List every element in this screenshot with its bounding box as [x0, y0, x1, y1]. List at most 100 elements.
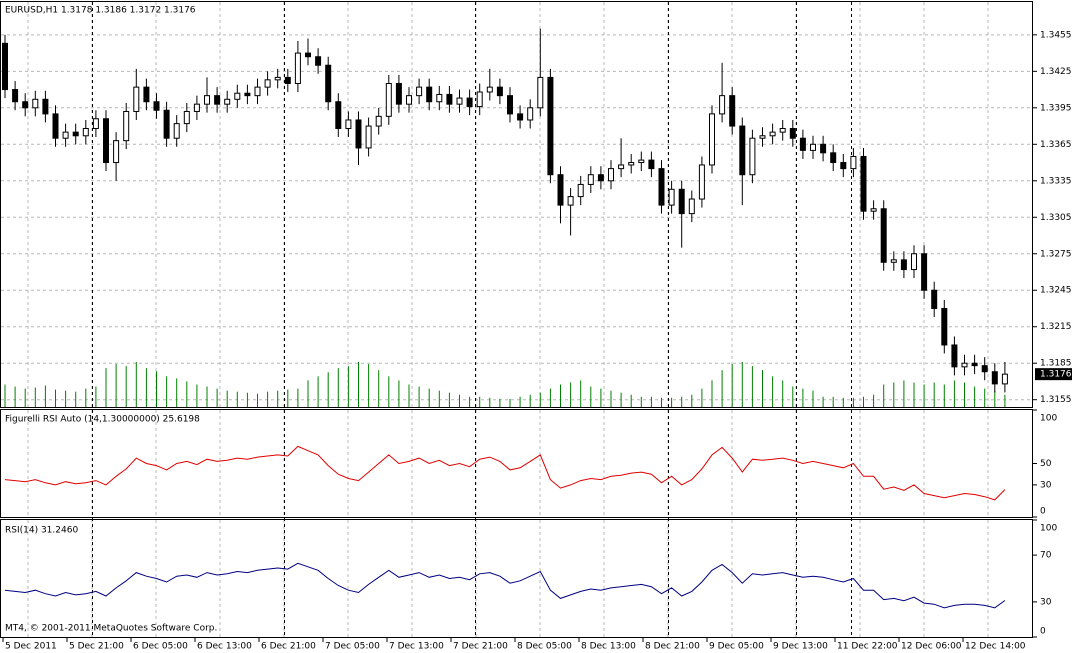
candle-body — [446, 93, 453, 105]
rsi-panel-frame — [0, 519, 1033, 638]
time-label: 9 Dec 13:00 — [773, 642, 828, 652]
candle-body — [507, 95, 513, 115]
current-price-label: 1.3176 — [1040, 370, 1072, 380]
y-tick-label: 1.3215 — [1040, 322, 1072, 332]
candle-body — [517, 113, 524, 121]
candle-body — [779, 127, 786, 133]
candle-body — [820, 143, 827, 154]
candle-body — [971, 362, 978, 367]
candle-body — [496, 86, 503, 97]
candle-body — [42, 98, 49, 115]
candle-body — [486, 86, 493, 93]
candle-body — [688, 198, 695, 215]
candle-body — [82, 127, 89, 137]
time-label: 12 Dec 06:00 — [901, 642, 962, 652]
candle-body — [981, 365, 988, 373]
time-label: 11 Dec 22:00 — [837, 642, 898, 652]
candle-body — [305, 52, 311, 58]
time-label: 9 Dec 05:00 — [709, 642, 764, 652]
indicator-line — [4, 445, 1006, 501]
candle-body — [567, 196, 574, 206]
candle-body — [900, 259, 907, 271]
time-label: 8 Dec 21:00 — [645, 642, 700, 652]
candle-body — [355, 119, 362, 149]
candle-body — [799, 137, 806, 151]
candle-body — [183, 110, 190, 125]
candle-body — [2, 42, 8, 91]
candle-body — [274, 76, 281, 81]
candle-body — [961, 362, 968, 368]
candle-body — [113, 140, 120, 164]
candle-body — [406, 95, 412, 105]
time-label: 6 Dec 05:00 — [133, 642, 188, 652]
y-tick-label: 1.3305 — [1040, 213, 1072, 223]
candle-body — [537, 76, 544, 109]
candle-body — [638, 159, 645, 164]
candle-body — [608, 168, 614, 182]
candle-body — [830, 152, 837, 164]
y-tick-label: 1.3335 — [1040, 176, 1072, 186]
y-tick-label: 1.3155 — [1040, 395, 1072, 405]
candle-body — [234, 92, 241, 100]
candle-body — [12, 89, 19, 103]
main-panel-frame — [0, 1, 1033, 408]
candle-body — [52, 113, 59, 139]
candle-body — [951, 344, 958, 368]
candle-body — [931, 289, 938, 309]
candle-body — [628, 162, 635, 166]
y-tick-label: 0 — [1040, 507, 1046, 517]
y-tick-label: 1.3275 — [1040, 249, 1072, 259]
candle-body — [214, 95, 221, 105]
y-tick-label: 70 — [1040, 551, 1052, 561]
candle-body — [941, 307, 948, 346]
y-tick-label: 100 — [1040, 524, 1057, 534]
y-tick-label: 50 — [1040, 459, 1052, 469]
candle-body — [325, 64, 332, 103]
candle-body — [22, 101, 29, 109]
y-tick-label: 100 — [1040, 414, 1057, 424]
candle-body — [173, 123, 180, 139]
candle-body — [880, 208, 887, 263]
candle-body — [143, 86, 150, 103]
candle-body — [193, 103, 200, 112]
y-tick-label: 30 — [1040, 597, 1052, 607]
candle-body — [466, 97, 473, 108]
candle-body — [527, 107, 534, 121]
y-tick-label: 30 — [1040, 480, 1052, 490]
time-label: 5 Dec 21:00 — [69, 642, 124, 652]
time-label: 8 Dec 13:00 — [581, 642, 636, 652]
candle-body — [890, 259, 897, 263]
candle-body — [224, 98, 231, 105]
candle-body — [597, 174, 604, 182]
candle-body — [436, 93, 443, 103]
candle-body — [284, 76, 291, 84]
time-label: 6 Dec 21:00 — [261, 642, 316, 652]
candle-body — [698, 164, 705, 200]
candle-body — [294, 52, 301, 84]
candle-body — [729, 95, 736, 127]
candle-body — [749, 137, 756, 176]
candle-body — [921, 253, 928, 291]
candle-body — [375, 115, 382, 127]
y-tick-label: 1.3425 — [1040, 67, 1072, 77]
candle-body — [264, 79, 271, 88]
time-label: 6 Dec 13:00 — [197, 642, 252, 652]
candle-body — [769, 131, 776, 137]
rsi-auto-panel-frame — [0, 409, 1033, 518]
candle-body — [840, 162, 847, 170]
y-tick-label: 1.3245 — [1040, 286, 1072, 296]
candle-body — [153, 101, 160, 111]
candle-body — [658, 168, 665, 206]
candle-body — [92, 118, 99, 129]
time-label: 7 Dec 13:00 — [389, 642, 444, 652]
candle-body — [72, 131, 79, 137]
candle-body — [870, 208, 877, 212]
candle-body — [648, 159, 655, 170]
candle-body — [254, 86, 261, 97]
candle-body — [204, 95, 210, 105]
candle-body — [62, 131, 69, 139]
y-tick-label: 0 — [1040, 627, 1046, 637]
time-label: 12 Dec 14:00 — [965, 642, 1026, 652]
candle-body — [789, 127, 796, 139]
